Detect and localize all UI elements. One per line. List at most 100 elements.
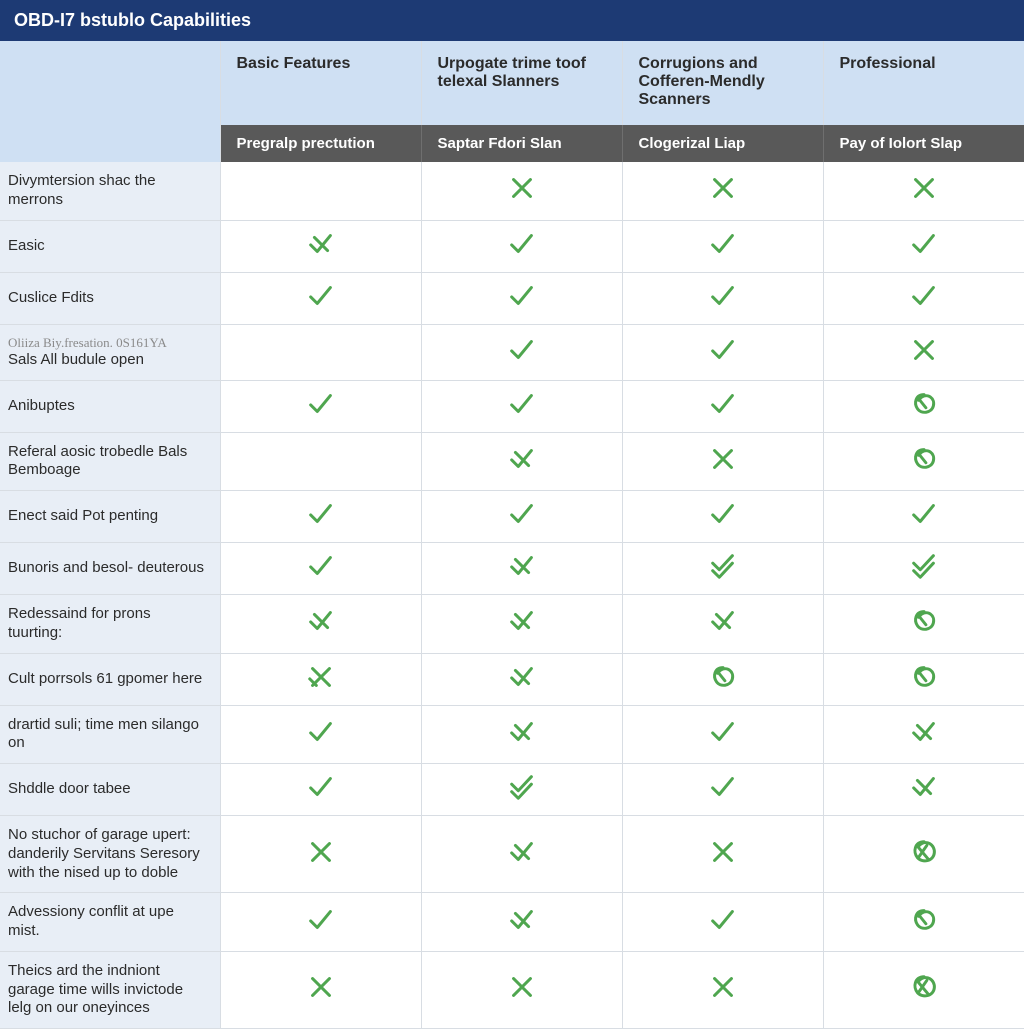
feature-cell: [823, 380, 1024, 432]
table-row: Advessiony conflit at upe mist.: [0, 893, 1024, 952]
row-label: Bunoris and besol- deuterous: [0, 543, 220, 595]
feature-table: Basic FeaturesUrpogate trime toof telexa…: [0, 41, 1024, 1029]
feature-cell: [622, 324, 823, 380]
feature-cell: [220, 220, 421, 272]
feature-cell: [421, 816, 622, 893]
check-icon: [507, 389, 537, 419]
cross-icon: [507, 972, 537, 1002]
cross-icon: [306, 837, 336, 867]
feature-cell: [622, 220, 823, 272]
check-icon: [507, 499, 537, 529]
table-row: Cult porrsols 61 gpomer here: [0, 653, 1024, 705]
table-row: Easic: [0, 220, 1024, 272]
feature-cell: [622, 951, 823, 1028]
feature-cell: [421, 543, 622, 595]
feature-cell: [823, 324, 1024, 380]
column-header: Basic Features: [220, 41, 421, 125]
checkx-icon: [507, 662, 537, 692]
table-row: Bunoris and besol- deuterous: [0, 543, 1024, 595]
table-body: Divymtersion shac the merronsEasicCuslic…: [0, 162, 1024, 1029]
column-subheader: Pay of Iolort Slap: [823, 125, 1024, 162]
feature-cell: [823, 893, 1024, 952]
feature-cell: [220, 764, 421, 816]
cross-icon: [708, 837, 738, 867]
feature-cell: [622, 432, 823, 491]
row-label: Enect said Pot penting: [0, 491, 220, 543]
row-label: Cult porrsols 61 gpomer here: [0, 653, 220, 705]
feature-cell: [421, 893, 622, 952]
row-label: Theics ard the indniont garage time will…: [0, 951, 220, 1028]
check-icon: [708, 717, 738, 747]
loop-icon: [909, 606, 939, 636]
table-row: Shddle door tabee: [0, 764, 1024, 816]
check-icon: [708, 335, 738, 365]
checkx-icon: [909, 772, 939, 802]
table-row: Theics ard the indniont garage time will…: [0, 951, 1024, 1028]
cross-icon: [909, 173, 939, 203]
feature-cell: [220, 951, 421, 1028]
loop-icon: [909, 444, 939, 474]
row-label: Shddle door tabee: [0, 764, 220, 816]
check-icon: [708, 389, 738, 419]
column-header: Urpogate trime toof telexal Slanners: [421, 41, 622, 125]
feature-cell: [421, 491, 622, 543]
feature-cell: [421, 653, 622, 705]
header-row-subcategories: Pregralp prectutionSaptar Fdori SlanClog…: [0, 125, 1024, 162]
feature-cell: [220, 162, 421, 220]
feature-cell: [823, 543, 1024, 595]
feature-cell: [220, 432, 421, 491]
feature-cell: [823, 764, 1024, 816]
feature-cell: [220, 705, 421, 764]
row-label: Oliiza Biy.fresation. 0S161YASals All bu…: [0, 324, 220, 380]
table-row: Redessaind for prons tuurting:: [0, 595, 1024, 654]
row-sublabel: Oliiza Biy.fresation. 0S161YA: [8, 335, 208, 351]
row-label: Anibuptes: [0, 380, 220, 432]
column-subheader: Pregralp prectution: [220, 125, 421, 162]
check2-icon: [507, 772, 537, 802]
empty-cell: [306, 173, 336, 203]
loop-icon: [909, 662, 939, 692]
checkx-icon: [507, 837, 537, 867]
check-icon: [909, 229, 939, 259]
feature-cell: [823, 272, 1024, 324]
cross-icon: [507, 173, 537, 203]
cross-icon: [909, 335, 939, 365]
feature-cell: [421, 324, 622, 380]
column-subheader: Saptar Fdori Slan: [421, 125, 622, 162]
check-icon: [708, 281, 738, 311]
table-row: Referal aosic trobedle Bals Bemboage: [0, 432, 1024, 491]
table-row: Cuslice Fdits: [0, 272, 1024, 324]
cross-icon: [708, 972, 738, 1002]
check-icon: [306, 499, 336, 529]
table-row: Divymtersion shac the merrons: [0, 162, 1024, 220]
feature-cell: [622, 543, 823, 595]
check2-icon: [909, 551, 939, 581]
check-icon: [306, 905, 336, 935]
feature-cell: [622, 380, 823, 432]
check-icon: [306, 717, 336, 747]
checkx-icon: [507, 905, 537, 935]
column-header: Corrugions and Cofferen-Mendly Scanners: [622, 41, 823, 125]
loop-icon: [909, 389, 939, 419]
feature-cell: [220, 816, 421, 893]
feature-cell: [220, 380, 421, 432]
loop2-icon: [909, 972, 939, 1002]
feature-cell: [823, 595, 1024, 654]
checkx-icon: [507, 717, 537, 747]
feature-cell: [220, 272, 421, 324]
cross-icon: [306, 972, 336, 1002]
table-head: Basic FeaturesUrpogate trime toof telexa…: [0, 41, 1024, 162]
header-row-categories: Basic FeaturesUrpogate trime toof telexa…: [0, 41, 1024, 125]
checkx-icon: [306, 606, 336, 636]
crossx-icon: [306, 662, 336, 692]
check-icon: [306, 281, 336, 311]
cross-icon: [708, 444, 738, 474]
row-label: Cuslice Fdits: [0, 272, 220, 324]
column-header: Professional: [823, 41, 1024, 125]
feature-cell: [421, 595, 622, 654]
table-row: Enect said Pot penting: [0, 491, 1024, 543]
feature-cell: [220, 324, 421, 380]
check-icon: [507, 281, 537, 311]
table-row: No stuchor of garage upert: danderily Se…: [0, 816, 1024, 893]
feature-cell: [823, 705, 1024, 764]
